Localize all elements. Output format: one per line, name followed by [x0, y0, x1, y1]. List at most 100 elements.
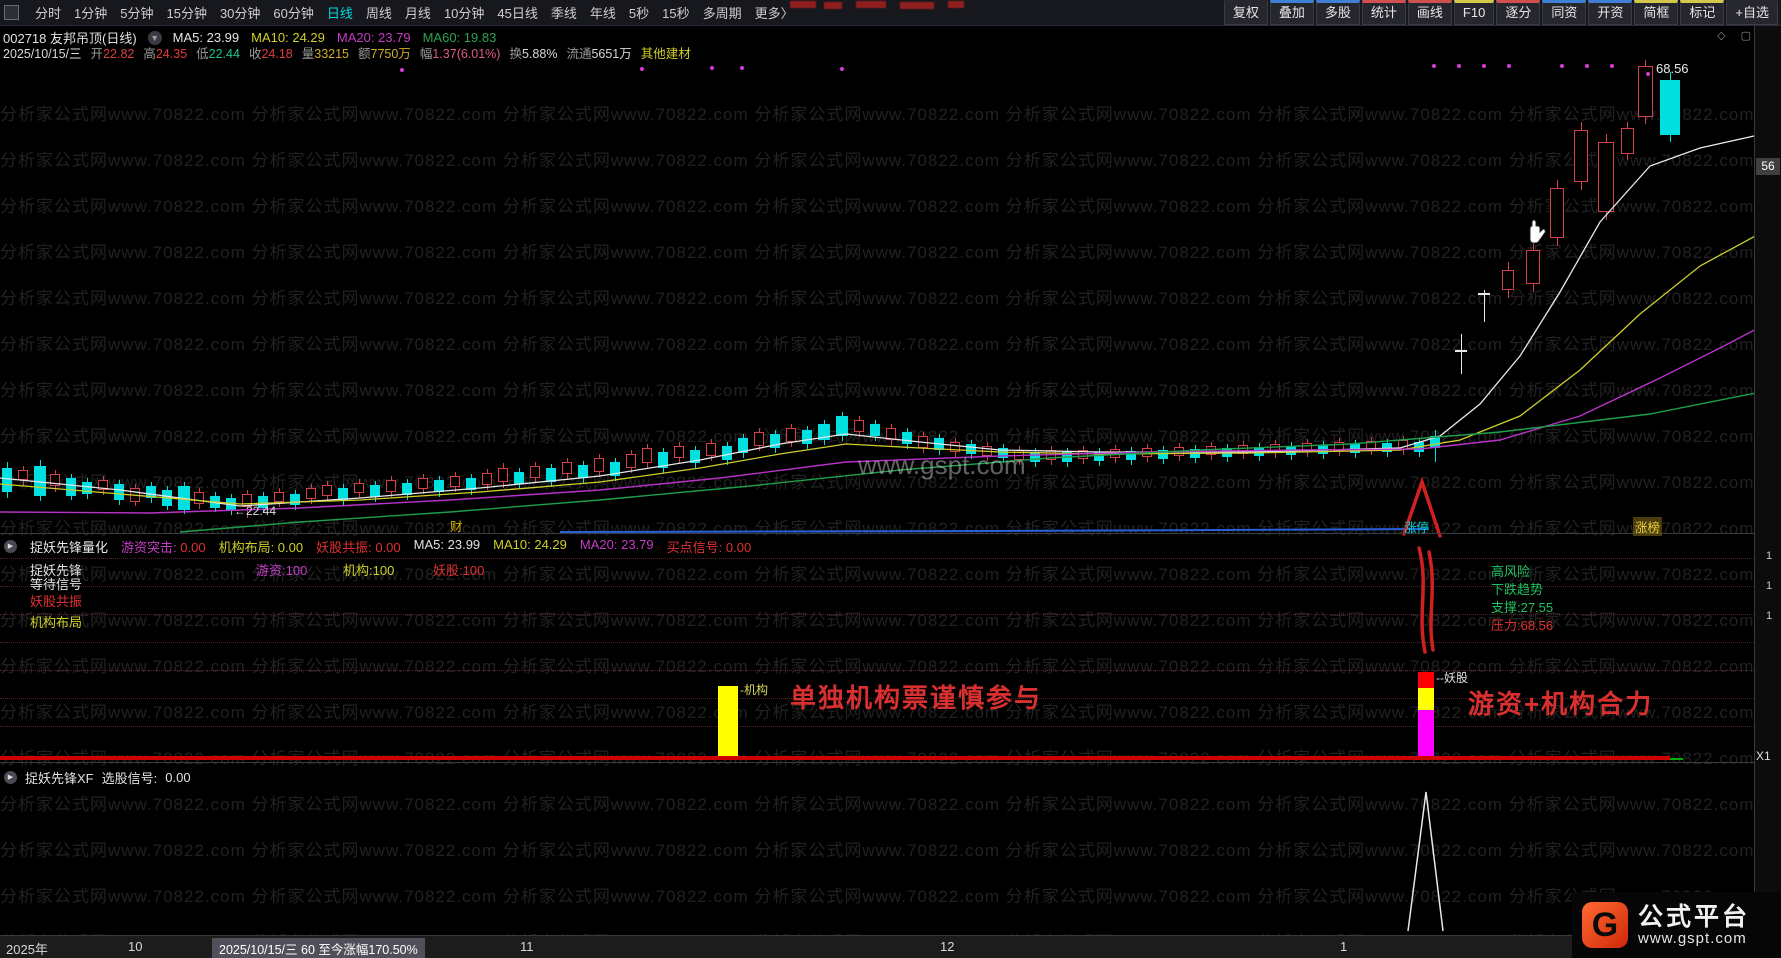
candle-body: [402, 483, 412, 495]
stock-code-name[interactable]: 002718 友邦吊顶(日线): [3, 31, 137, 46]
menu-period-60分钟[interactable]: 60分钟: [273, 6, 314, 21]
watermark-row: 分析家公式网www.70822.com 分析家公式网www.70822.com …: [0, 703, 1781, 722]
menu-period-5分钟[interactable]: 5分钟: [120, 6, 154, 21]
signal-dot: [1560, 64, 1564, 68]
ohlc-field: 低22.44: [196, 43, 240, 62]
menu-period-年线[interactable]: 年线: [589, 6, 616, 21]
panel1-baseline-red: [0, 756, 1670, 760]
toolbar-button-复权[interactable]: 复权: [1223, 0, 1268, 25]
panel1-field-label: 游资突击:: [121, 540, 181, 555]
candle-body: [146, 486, 156, 498]
signal-dot: [1610, 64, 1614, 68]
menu-period-多周期[interactable]: 多周期: [702, 6, 742, 21]
candle-body: [322, 485, 332, 496]
panel1-field: 机构布局: 0.00: [219, 537, 304, 556]
candle-body: [1382, 443, 1392, 452]
panel1-title[interactable]: 捉妖先锋量化: [30, 540, 109, 555]
ohlc-fields: 开22.82 高24.35 低22.44 收24.18 量33215 额7750万 幅1.3…: [91, 43, 691, 62]
gspt-g-icon: G: [1582, 902, 1628, 948]
panel2-header: ▶ 捉妖先锋XF 选股信号: 0.00: [4, 768, 191, 787]
toolbar-button-开资[interactable]: 开资: [1588, 0, 1633, 25]
ohlc-field: 开22.82: [91, 43, 135, 62]
toolbar-button-简框[interactable]: 简框: [1634, 0, 1679, 25]
panel1-header: ▶ 捉妖先锋量化 游资突击: 0.00 机构布局: 0.00 妖股共振: 0.00 M…: [4, 537, 751, 556]
signal-dot: [1457, 64, 1461, 68]
app-icon[interactable]: [4, 5, 19, 20]
zhangbang-label: 涨榜: [1633, 517, 1663, 536]
candle-body: [66, 478, 76, 496]
ma-value: MA5: 23.99: [172, 30, 240, 45]
menu-period-1分钟[interactable]: 1分钟: [74, 6, 108, 21]
field-label: 幅: [419, 47, 433, 61]
candle-body: [934, 438, 944, 450]
candle-body: [354, 483, 364, 493]
field-value: 33215: [314, 47, 350, 61]
menu-period-5秒[interactable]: 5秒: [628, 6, 650, 21]
candle-body: [1222, 448, 1232, 457]
stock-info-line2: 2025/10/15/三 开22.82 高24.35 低22.44 收24.18 量33…: [3, 43, 691, 62]
candle-body: [1526, 250, 1540, 284]
candle-body: [1598, 142, 1614, 212]
panel1-row2-value: 机构:100: [343, 563, 395, 578]
menu-period-日线[interactable]: 日线: [326, 6, 353, 21]
field-value: 22.82: [103, 47, 135, 61]
panel1-field-value: 0.00: [277, 540, 304, 555]
panel1-field-value: 0.00: [725, 540, 752, 555]
panel1-gridline: [0, 726, 1754, 727]
candle-body: [178, 486, 190, 510]
panel1-field-label: MA5:: [413, 537, 448, 552]
candle-body: [1190, 449, 1200, 458]
candle-body: [1550, 188, 1564, 238]
menu-period-15秒[interactable]: 15秒: [662, 6, 690, 21]
chevron-down-icon[interactable]: ▼: [147, 30, 162, 45]
candle-body: [1270, 444, 1280, 453]
candle-body: [370, 485, 380, 497]
candle-body: [610, 462, 620, 476]
signal-dot: [1507, 64, 1511, 68]
panel1-collapse-icon[interactable]: ▶: [4, 540, 17, 553]
candle-body: [306, 488, 316, 499]
toolbar-button-多股[interactable]: 多股: [1315, 0, 1360, 25]
panel1-gridline: [0, 642, 1754, 643]
menu-period-45日线[interactable]: 45日线: [497, 6, 538, 21]
toolbar-button-标记[interactable]: 标记: [1680, 0, 1725, 25]
candle-body: [706, 443, 716, 456]
statusbar-month-10: 10: [128, 939, 143, 954]
menu-period-分时[interactable]: 分时: [35, 6, 62, 21]
top-red-fragment: [856, 1, 886, 8]
toolbar-button-画线[interactable]: 画线: [1407, 0, 1452, 25]
menu-period-10分钟[interactable]: 10分钟: [443, 6, 485, 21]
toolbar-button-+自选[interactable]: +自选: [1726, 0, 1778, 25]
candle-body: [1094, 452, 1104, 461]
menu-period-月线[interactable]: 月线: [404, 6, 431, 21]
signal-dot: [710, 66, 714, 70]
toolbar-button-统计[interactable]: 统计: [1361, 0, 1406, 25]
candle-body: [1574, 130, 1588, 182]
menu-period-更多〉[interactable]: 更多〉: [754, 6, 794, 21]
panel1-risk-info: 下跌趋势: [1491, 582, 1544, 597]
ma-value: MA10: 24.29: [251, 30, 325, 45]
panel1-field-label: MA10:: [493, 537, 535, 552]
toolbar-button-F10[interactable]: F10: [1453, 0, 1495, 25]
field-label: 低: [196, 47, 209, 61]
toolbar-button-同资[interactable]: 同资: [1542, 0, 1587, 25]
toolbar-button-叠加[interactable]: 叠加: [1269, 0, 1314, 25]
panel2-collapse-icon[interactable]: ▶: [4, 771, 17, 784]
toolbar-buttons: 复权 叠加 多股 统计 画线 F10 逐分 同资 开资 简框 标记 +自选: [1222, 0, 1778, 25]
menu-period-季线[interactable]: 季线: [550, 6, 577, 21]
menu-period-周线[interactable]: 周线: [365, 6, 392, 21]
menu-period-30分钟[interactable]: 30分钟: [219, 6, 261, 21]
statusbar[interactable]: 2025年 2025/10/15/三 60 至今涨幅170.50% 10 11 12…: [0, 935, 1781, 958]
window-mini-icons[interactable]: ◇ ▢: [1717, 30, 1757, 42]
candle-body: [1414, 442, 1424, 452]
menu-period-15分钟[interactable]: 15分钟: [166, 6, 207, 21]
panel1-gridline: [0, 670, 1754, 671]
candle-body: [290, 494, 300, 505]
toolbar-button-逐分[interactable]: 逐分: [1496, 0, 1541, 25]
candle-body: [690, 450, 700, 463]
watermark-row: 分析家公式网www.70822.com 分析家公式网www.70822.com …: [0, 105, 1781, 124]
panel2-title[interactable]: 捉妖先锋XF: [25, 771, 94, 786]
candle-body: [770, 434, 780, 448]
candle-body: [836, 416, 848, 436]
candle-body: [674, 446, 684, 458]
